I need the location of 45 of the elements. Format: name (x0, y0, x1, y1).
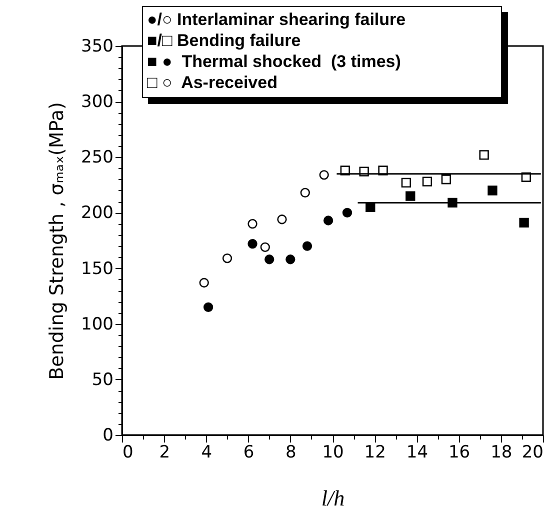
y-tick-label: 350 (81, 36, 114, 56)
annotation: □ ○ As-received (147, 72, 278, 93)
y-tick-label: 150 (81, 258, 114, 279)
x-tick-label: 4 (201, 442, 212, 462)
point (248, 219, 258, 229)
x-tick-label: 0 (122, 442, 134, 462)
annotation: ■/□ Bending failure (147, 30, 302, 51)
point (302, 241, 312, 251)
y-tick-label: 0 (102, 426, 114, 446)
point (519, 218, 529, 228)
x-tick-label: 8 (285, 442, 296, 462)
point (300, 188, 310, 198)
point (323, 216, 334, 226)
point (422, 176, 432, 186)
point (401, 178, 412, 188)
point (406, 191, 416, 201)
annotation: ■ ● Thermal shocked (3 times) (147, 51, 402, 72)
point (319, 170, 329, 180)
point (488, 186, 498, 196)
point (342, 208, 352, 218)
point (286, 254, 296, 264)
x-axis-title: l/h (321, 486, 345, 510)
point (199, 278, 209, 288)
point (479, 150, 489, 160)
y-tick-label: 50 (92, 370, 114, 390)
x-tick-label: 12 (364, 442, 386, 462)
y-tick-label: 200 (81, 203, 114, 224)
x-tick-label: 6 (243, 442, 254, 462)
x-tick-label: 16 (448, 442, 470, 462)
point (203, 302, 214, 312)
point (260, 242, 270, 252)
y-tick-label: 300 (81, 92, 114, 112)
x-tick-label: 14 (406, 442, 428, 462)
x-tick-label: 10 (322, 442, 344, 462)
point (441, 174, 452, 184)
y-tick-label: 250 (81, 148, 114, 168)
y-axis-title: Bending Strength , σₘₐₓ(MPa) (46, 102, 68, 380)
point (248, 239, 258, 249)
x-tick-label: 20 (522, 442, 544, 462)
point (222, 253, 232, 264)
x-tick-label: 2 (159, 442, 170, 462)
y-tick-label: 100 (81, 314, 114, 334)
point (264, 254, 274, 264)
x-tick-label: 18 (490, 442, 512, 462)
point (277, 214, 287, 224)
